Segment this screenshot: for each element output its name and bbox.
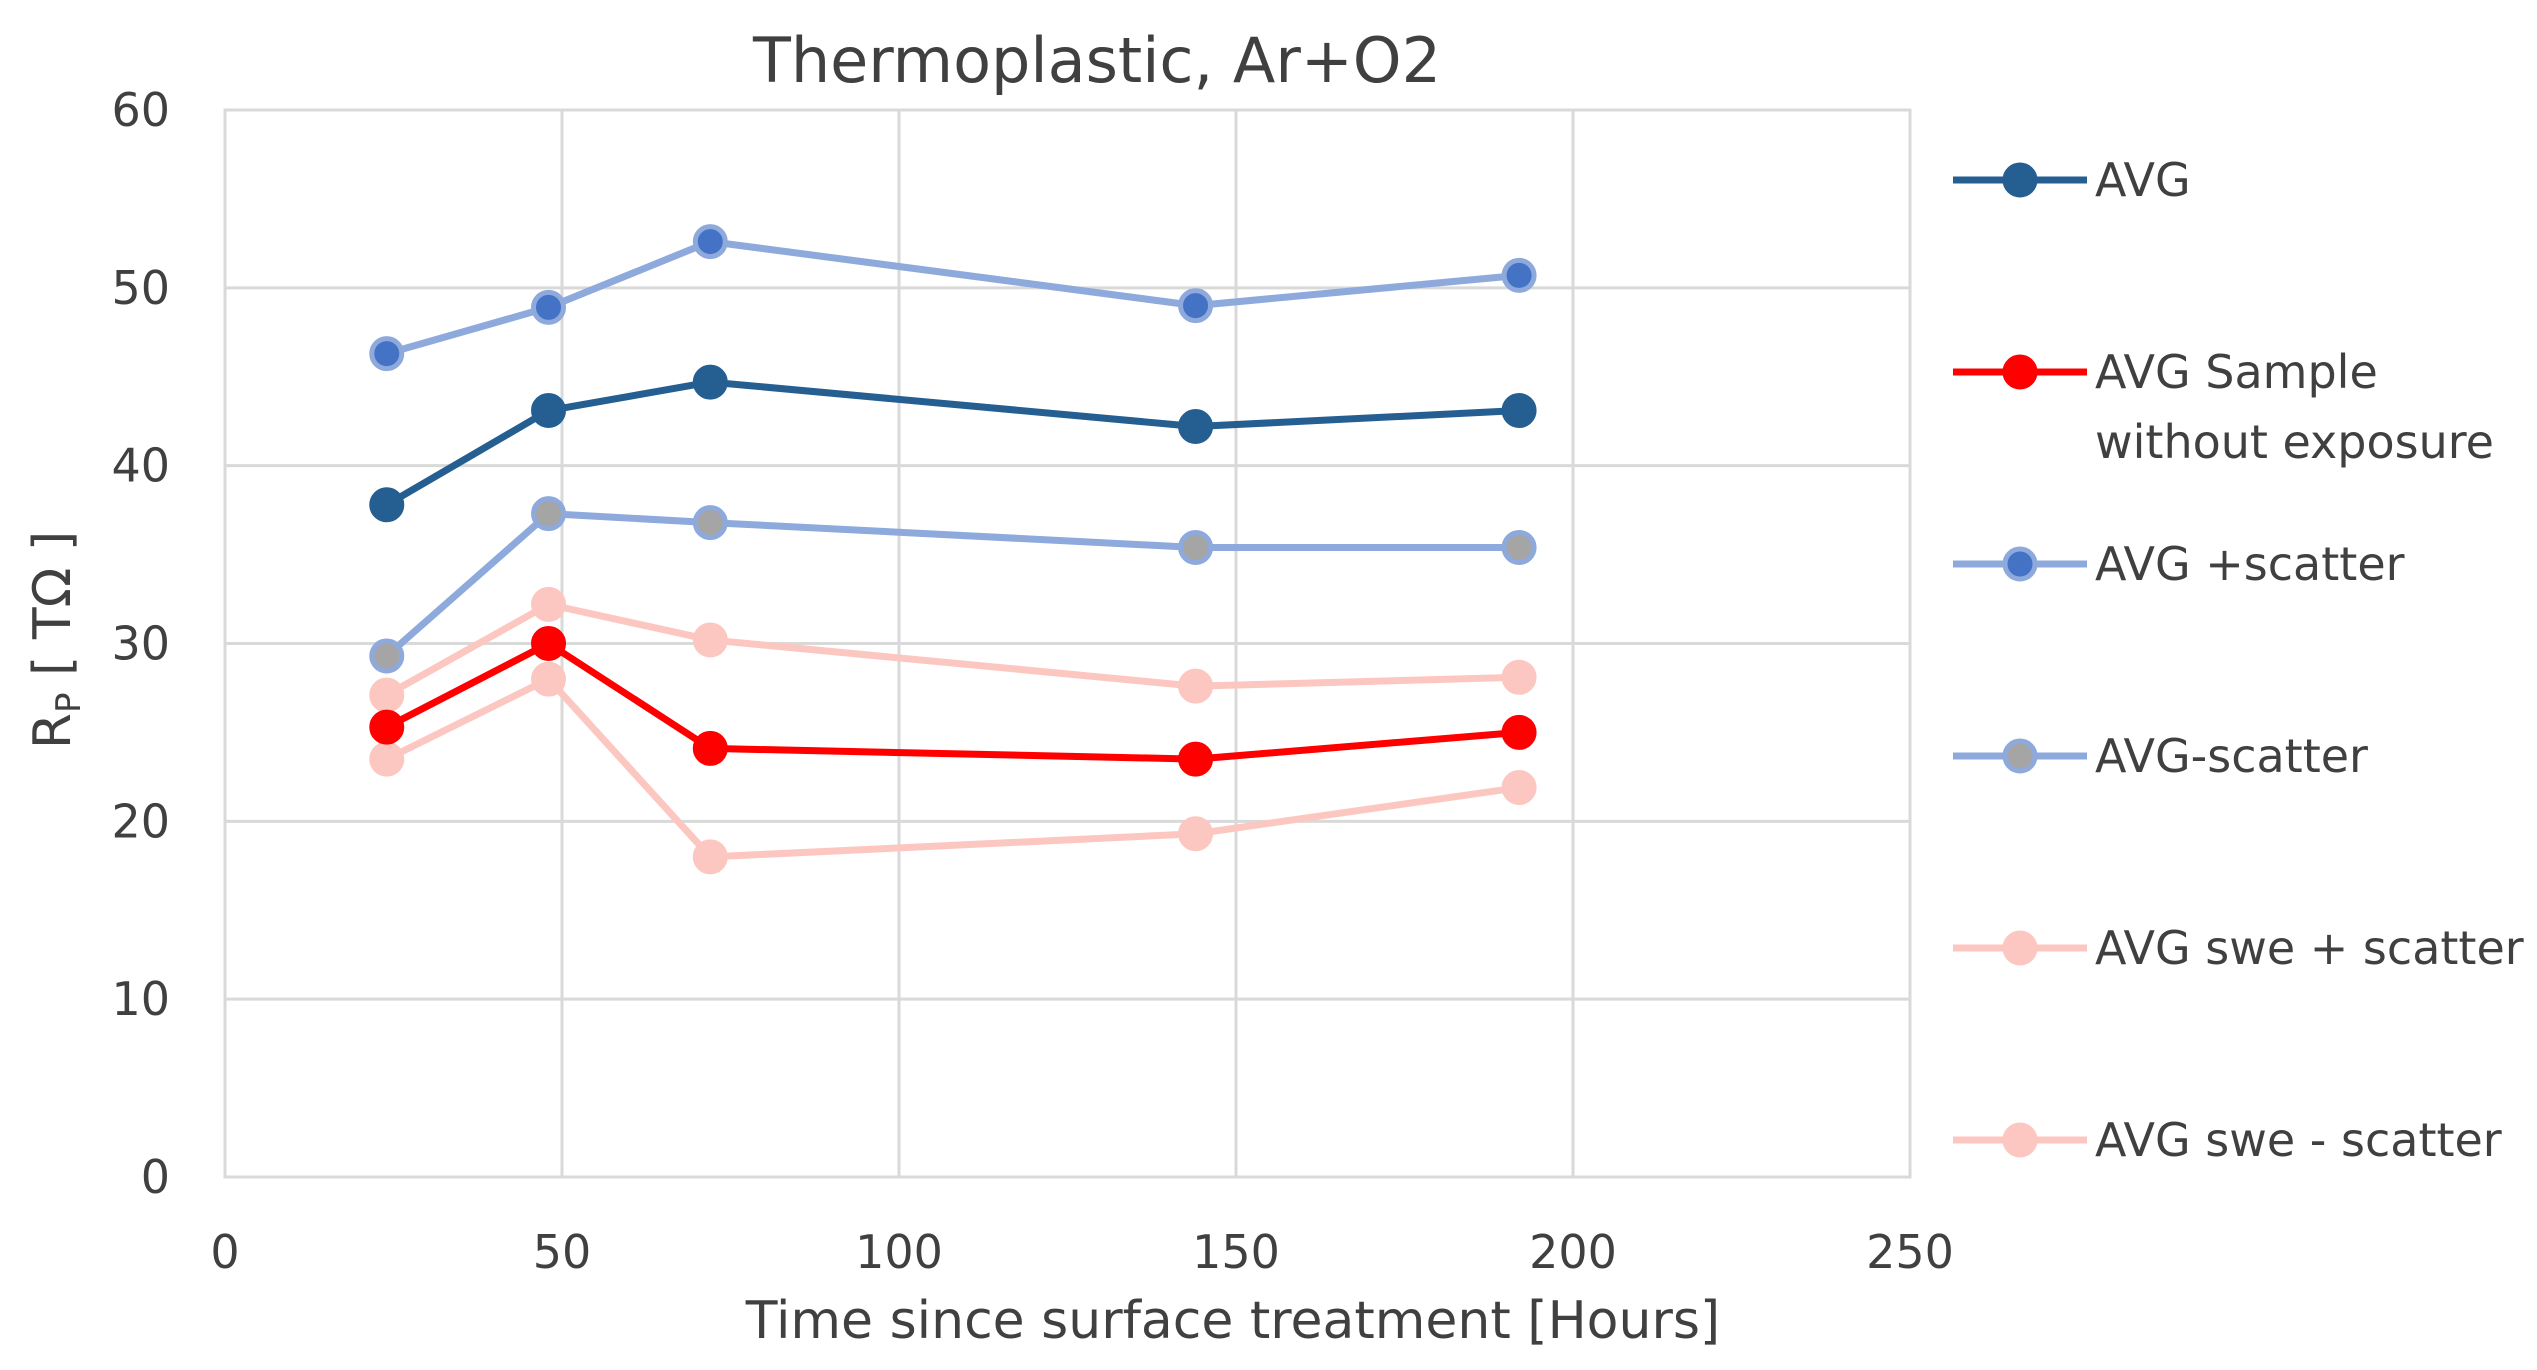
y-tick-label: 40	[111, 439, 170, 493]
legend-item: AVG +scatter	[1953, 537, 2405, 591]
legend-label: AVG swe + scatter	[2095, 921, 2524, 975]
legend-label: AVG +scatter	[2095, 537, 2405, 591]
data-point	[692, 839, 728, 875]
data-point	[1178, 409, 1214, 445]
data-point	[692, 622, 728, 658]
data-point	[692, 364, 728, 400]
data-point	[1501, 659, 1537, 695]
x-tick-label: 200	[1529, 1225, 1617, 1279]
data-point	[1501, 257, 1537, 293]
legend-marker	[2002, 162, 2038, 198]
data-point	[692, 730, 728, 766]
data-point	[531, 586, 567, 622]
x-tick-label: 50	[533, 1225, 592, 1279]
data-point	[1178, 741, 1214, 777]
data-point	[1501, 393, 1537, 429]
x-tick-label: 250	[1866, 1225, 1954, 1279]
series-group	[369, 224, 1537, 875]
y-axis-title-main: R	[23, 713, 83, 749]
x-tick-label: 0	[210, 1225, 239, 1279]
y-tick-label: 0	[141, 1150, 170, 1204]
y-axis-title-unit: [ TΩ ]	[23, 531, 83, 693]
chart-title: Thermoplastic, Ar+O2	[752, 24, 1441, 97]
y-axis-ticks: 0 10 20 30 40 50 60	[111, 83, 170, 1204]
data-point	[1178, 668, 1214, 704]
legend: AVG AVG Sample without exposure AVG +scatte…	[1953, 153, 2524, 1167]
y-tick-label: 30	[111, 617, 170, 671]
x-axis-title: Time since surface treatment [Hours]	[745, 1291, 1720, 1351]
data-point	[369, 638, 405, 674]
series	[369, 586, 1537, 713]
legend-marker	[2002, 546, 2038, 582]
plot-area-frame	[223, 108, 1912, 1179]
y-axis-title-subscript: P	[49, 693, 89, 714]
y-tick-label: 20	[111, 794, 170, 848]
x-tick-label: 150	[1192, 1225, 1280, 1279]
legend-item: AVG swe + scatter	[1953, 921, 2524, 975]
series	[369, 661, 1537, 875]
legend-item: AVG swe - scatter	[1953, 1113, 2502, 1167]
data-point	[369, 336, 405, 372]
data-point	[1178, 288, 1214, 324]
legend-marker	[2002, 1122, 2038, 1158]
y-tick-label: 50	[111, 261, 170, 315]
data-point	[531, 496, 567, 532]
data-point	[369, 709, 405, 745]
series	[369, 626, 1537, 777]
series	[369, 364, 1537, 523]
data-point	[1501, 714, 1537, 750]
legend-marker	[2002, 930, 2038, 966]
data-point	[1501, 529, 1537, 565]
legend-item: AVG Sample without exposure	[1953, 345, 2494, 469]
legend-marker	[2002, 354, 2038, 390]
legend-label: without exposure	[2095, 415, 2494, 469]
x-axis-ticks: 0 50 100 150 200 250	[210, 1225, 1954, 1279]
data-point	[531, 393, 567, 429]
legend-label: AVG	[2095, 153, 2191, 207]
data-point	[369, 677, 405, 713]
data-point	[1178, 529, 1214, 565]
data-point	[692, 505, 728, 541]
y-axis-title: RP [ TΩ ]	[23, 531, 89, 749]
data-point	[369, 741, 405, 777]
data-point	[1501, 770, 1537, 806]
series	[369, 224, 1537, 372]
legend-marker	[2002, 738, 2038, 774]
series	[369, 496, 1537, 674]
data-point	[531, 626, 567, 661]
legend-label: AVG-scatter	[2095, 729, 2368, 783]
data-point	[531, 289, 567, 325]
y-tick-label: 10	[111, 972, 170, 1026]
legend-item: AVG	[1953, 153, 2191, 207]
data-point	[692, 224, 728, 260]
data-point	[369, 487, 405, 523]
y-tick-label: 60	[111, 83, 170, 137]
legend-label: AVG swe - scatter	[2095, 1113, 2502, 1167]
x-tick-label: 100	[855, 1225, 943, 1279]
legend-label: AVG Sample	[2095, 345, 2378, 399]
data-point	[531, 661, 567, 697]
legend-item: AVG-scatter	[1953, 729, 2368, 783]
data-point	[1178, 816, 1214, 852]
